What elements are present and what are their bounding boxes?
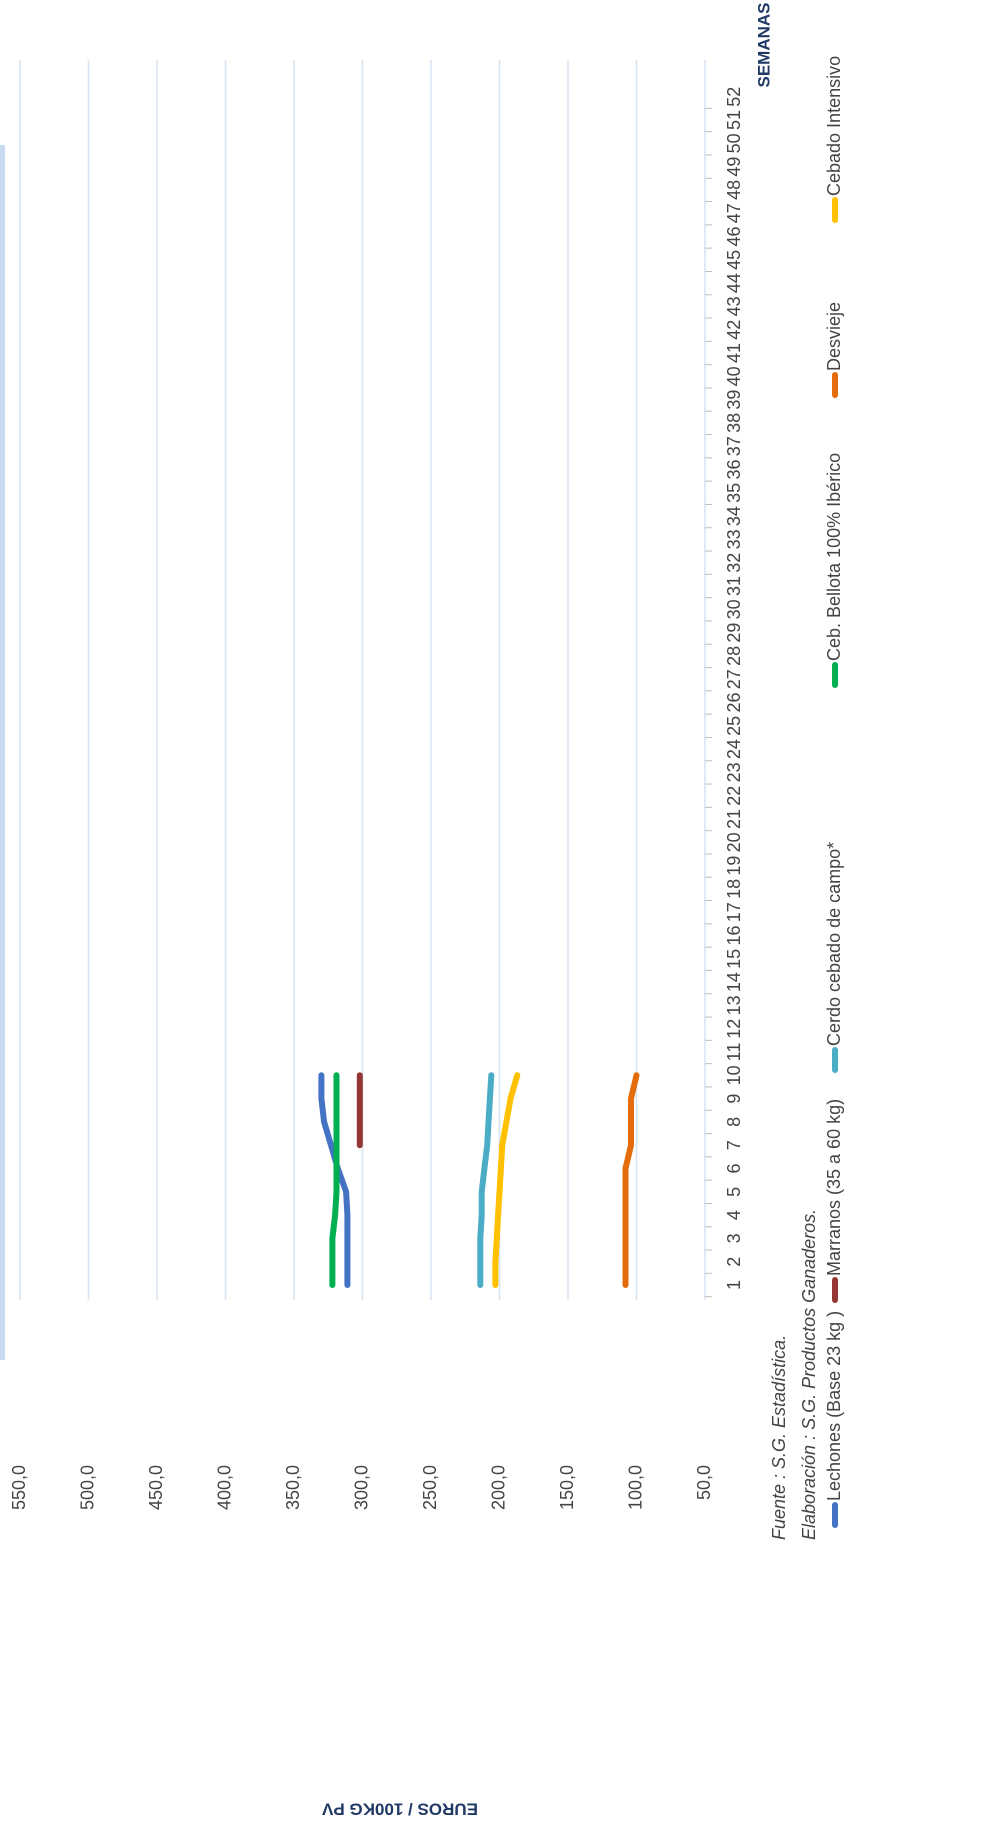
x-tick-label: 5 — [724, 1187, 744, 1197]
x-tick-label: 12 — [724, 1019, 744, 1039]
x-tick-label: 43 — [724, 296, 744, 316]
x-tick-label: 22 — [724, 786, 744, 806]
legend-label: Marranos (35 a 60 kg) — [824, 1099, 844, 1276]
x-tick-label: 19 — [724, 856, 744, 876]
y-tick-label: 300,0 — [351, 1465, 371, 1510]
x-tick-label: 32 — [724, 553, 744, 573]
y-axis-title: EUROS / 100KG PV — [321, 1800, 478, 1819]
legend-label: Ceb. Bellota 100% Ibérico — [824, 453, 844, 661]
x-tick-label: 49 — [724, 157, 744, 177]
series-line — [492, 1072, 521, 1288]
x-tick-label: 8 — [724, 1117, 744, 1127]
x-tick-label: 7 — [724, 1140, 744, 1150]
x-tick-label: 20 — [724, 832, 744, 852]
x-tick-label: 30 — [724, 599, 744, 619]
x-tick-label: 33 — [724, 529, 744, 549]
y-tick-label: 150,0 — [557, 1465, 577, 1510]
x-tick-label: 41 — [724, 343, 744, 363]
x-tick-label: 39 — [724, 390, 744, 410]
x-tick-label: 3 — [724, 1233, 744, 1243]
y-tick-label: 500,0 — [77, 1465, 97, 1510]
x-tick-label: 26 — [724, 692, 744, 712]
y-tick-label: 450,0 — [146, 1465, 166, 1510]
y-tick-label: 50,0 — [694, 1465, 714, 1500]
x-tick-label: 15 — [724, 949, 744, 969]
x-tick-label: 47 — [724, 203, 744, 223]
x-tick-label: 48 — [724, 180, 744, 200]
x-tick-label: 44 — [724, 273, 744, 293]
x-tick-label: 40 — [724, 366, 744, 386]
x-tick-label: 52 — [724, 87, 744, 107]
panel-edge — [0, 145, 5, 1360]
legend-label: Lechones (Base 23 kg ) — [824, 1311, 844, 1501]
x-tick-label: 18 — [724, 879, 744, 899]
x-tick-label: 2 — [724, 1257, 744, 1267]
x-tick-label: 31 — [724, 576, 744, 596]
x-tick-label: 45 — [724, 250, 744, 270]
x-tick-label: 38 — [724, 413, 744, 433]
x-tick-label: 14 — [724, 972, 744, 992]
x-tick-label: 46 — [724, 226, 744, 246]
series-line — [477, 1072, 495, 1288]
legend-label: Cerdo cebado de campo* — [824, 842, 844, 1046]
x-tick-label: 13 — [724, 995, 744, 1015]
legend-label: Desvieje — [824, 302, 844, 371]
y-tick-label: 250,0 — [420, 1465, 440, 1510]
x-tick-label: 16 — [724, 925, 744, 945]
legend-label: Cebado Intensivo — [824, 56, 844, 196]
x-tick-label: 35 — [724, 483, 744, 503]
source-note: Elaboración : S.G. Productos Ganaderos. — [799, 1209, 819, 1540]
x-axis-title: SEMANAS — [754, 2, 773, 87]
series-line — [318, 1072, 351, 1288]
y-tick-label: 100,0 — [625, 1465, 645, 1510]
x-tick-label: 24 — [724, 739, 744, 759]
x-tick-label: 6 — [724, 1163, 744, 1173]
x-tick-label: 1 — [724, 1280, 744, 1290]
x-tick-label: 51 — [724, 110, 744, 130]
x-tick-label: 28 — [724, 646, 744, 666]
x-tick-label: 50 — [724, 133, 744, 153]
x-tick-label: 23 — [724, 762, 744, 782]
x-tick-label: 37 — [724, 436, 744, 456]
x-tick-label: 9 — [724, 1094, 744, 1104]
series-line — [622, 1072, 640, 1288]
x-tick-label: 21 — [724, 809, 744, 829]
x-tick-label: 11 — [724, 1043, 744, 1062]
y-tick-label: 550,0 — [9, 1465, 29, 1510]
x-tick-label: 27 — [724, 669, 744, 689]
x-tick-label: 25 — [724, 716, 744, 736]
x-tick-label: 29 — [724, 623, 744, 643]
source-note: Fuente : S.G. Estadística. — [769, 1335, 789, 1540]
x-tick-label: 42 — [724, 320, 744, 340]
x-tick-label: 4 — [724, 1210, 744, 1220]
x-tick-label: 10 — [724, 1065, 744, 1085]
y-tick-label: 350,0 — [283, 1465, 303, 1510]
series-line — [329, 1072, 340, 1288]
y-tick-label: 400,0 — [214, 1465, 234, 1510]
x-tick-label: 34 — [724, 506, 744, 526]
x-tick-label: 17 — [724, 902, 744, 922]
x-tick-label: 36 — [724, 459, 744, 479]
y-tick-label: 200,0 — [488, 1465, 508, 1510]
